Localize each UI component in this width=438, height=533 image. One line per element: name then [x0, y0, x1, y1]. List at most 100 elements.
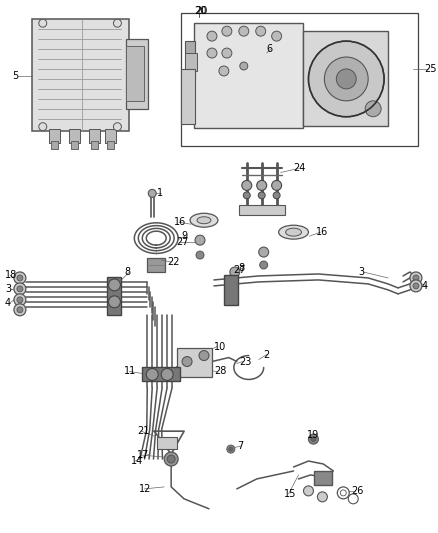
Text: 14: 14 — [131, 456, 144, 466]
Circle shape — [109, 279, 120, 291]
Circle shape — [196, 251, 204, 259]
Text: 27: 27 — [176, 237, 189, 247]
Bar — [127, 39, 148, 109]
Ellipse shape — [190, 213, 218, 227]
Bar — [106, 128, 117, 143]
Circle shape — [17, 297, 23, 303]
Circle shape — [365, 101, 381, 117]
Bar — [185, 41, 195, 81]
Bar — [147, 258, 165, 272]
Circle shape — [336, 69, 356, 89]
Bar — [181, 13, 418, 146]
Circle shape — [410, 272, 422, 284]
Text: 4: 4 — [422, 281, 428, 291]
Circle shape — [413, 275, 419, 281]
Bar — [88, 128, 99, 143]
Circle shape — [195, 235, 205, 245]
Circle shape — [167, 455, 175, 463]
Circle shape — [325, 57, 368, 101]
Text: 4: 4 — [5, 298, 11, 308]
Circle shape — [146, 368, 158, 381]
Circle shape — [14, 272, 26, 284]
Text: 24: 24 — [293, 164, 306, 173]
Bar — [304, 31, 388, 126]
Circle shape — [161, 368, 173, 381]
Bar — [69, 128, 80, 143]
Circle shape — [199, 351, 209, 360]
Circle shape — [207, 48, 217, 58]
Text: 22: 22 — [167, 257, 180, 267]
Text: 28: 28 — [214, 367, 226, 376]
Text: 26: 26 — [351, 486, 364, 496]
Text: 9: 9 — [181, 231, 187, 241]
Bar — [51, 141, 58, 149]
Ellipse shape — [279, 225, 308, 239]
Text: 17: 17 — [138, 450, 150, 460]
Ellipse shape — [197, 217, 211, 224]
Text: 1: 1 — [157, 188, 163, 198]
Text: 20: 20 — [194, 6, 206, 17]
Bar — [107, 141, 114, 149]
Circle shape — [14, 304, 26, 316]
Bar — [185, 53, 197, 71]
Ellipse shape — [286, 228, 301, 236]
Circle shape — [257, 181, 267, 190]
Bar — [181, 69, 195, 124]
Bar — [194, 23, 304, 128]
Circle shape — [311, 437, 316, 442]
Circle shape — [222, 26, 232, 36]
Text: 27: 27 — [233, 265, 245, 275]
Text: 2: 2 — [264, 350, 270, 360]
Text: 25: 25 — [424, 64, 436, 74]
Circle shape — [308, 41, 384, 117]
Bar — [71, 141, 78, 149]
Text: 16: 16 — [316, 227, 328, 237]
Circle shape — [14, 294, 26, 306]
Text: 12: 12 — [139, 484, 152, 494]
Text: 16: 16 — [174, 217, 187, 227]
Circle shape — [318, 492, 327, 502]
Circle shape — [164, 452, 178, 466]
Text: 8: 8 — [239, 263, 245, 273]
Text: 20: 20 — [195, 6, 208, 17]
Circle shape — [207, 31, 217, 41]
Circle shape — [229, 447, 233, 451]
Bar — [157, 437, 177, 449]
Circle shape — [227, 445, 235, 453]
Circle shape — [182, 357, 192, 367]
Circle shape — [260, 261, 268, 269]
Circle shape — [14, 283, 26, 295]
Circle shape — [148, 189, 156, 197]
Text: 5: 5 — [12, 71, 18, 81]
Circle shape — [308, 434, 318, 444]
Text: 8: 8 — [124, 267, 131, 277]
Circle shape — [272, 31, 282, 41]
Circle shape — [413, 283, 419, 289]
Circle shape — [256, 26, 266, 36]
Bar — [32, 19, 129, 131]
Circle shape — [109, 296, 120, 308]
Circle shape — [230, 267, 240, 277]
Text: 15: 15 — [283, 489, 296, 499]
Text: 11: 11 — [124, 367, 137, 376]
Bar — [49, 128, 60, 143]
Bar — [239, 205, 285, 215]
Text: 10: 10 — [214, 342, 226, 352]
Circle shape — [410, 280, 422, 292]
Circle shape — [39, 123, 47, 131]
Circle shape — [17, 275, 23, 281]
Bar — [91, 141, 98, 149]
Circle shape — [113, 123, 121, 131]
Circle shape — [243, 192, 250, 199]
Text: 7: 7 — [237, 441, 243, 451]
Circle shape — [340, 490, 346, 496]
Bar — [224, 275, 238, 305]
Bar — [127, 46, 144, 101]
Circle shape — [273, 192, 280, 199]
Text: 18: 18 — [5, 270, 17, 280]
Circle shape — [259, 247, 268, 257]
Text: 3: 3 — [5, 284, 11, 294]
Text: 6: 6 — [267, 44, 273, 54]
Text: 23: 23 — [239, 357, 251, 367]
Bar — [142, 367, 180, 382]
